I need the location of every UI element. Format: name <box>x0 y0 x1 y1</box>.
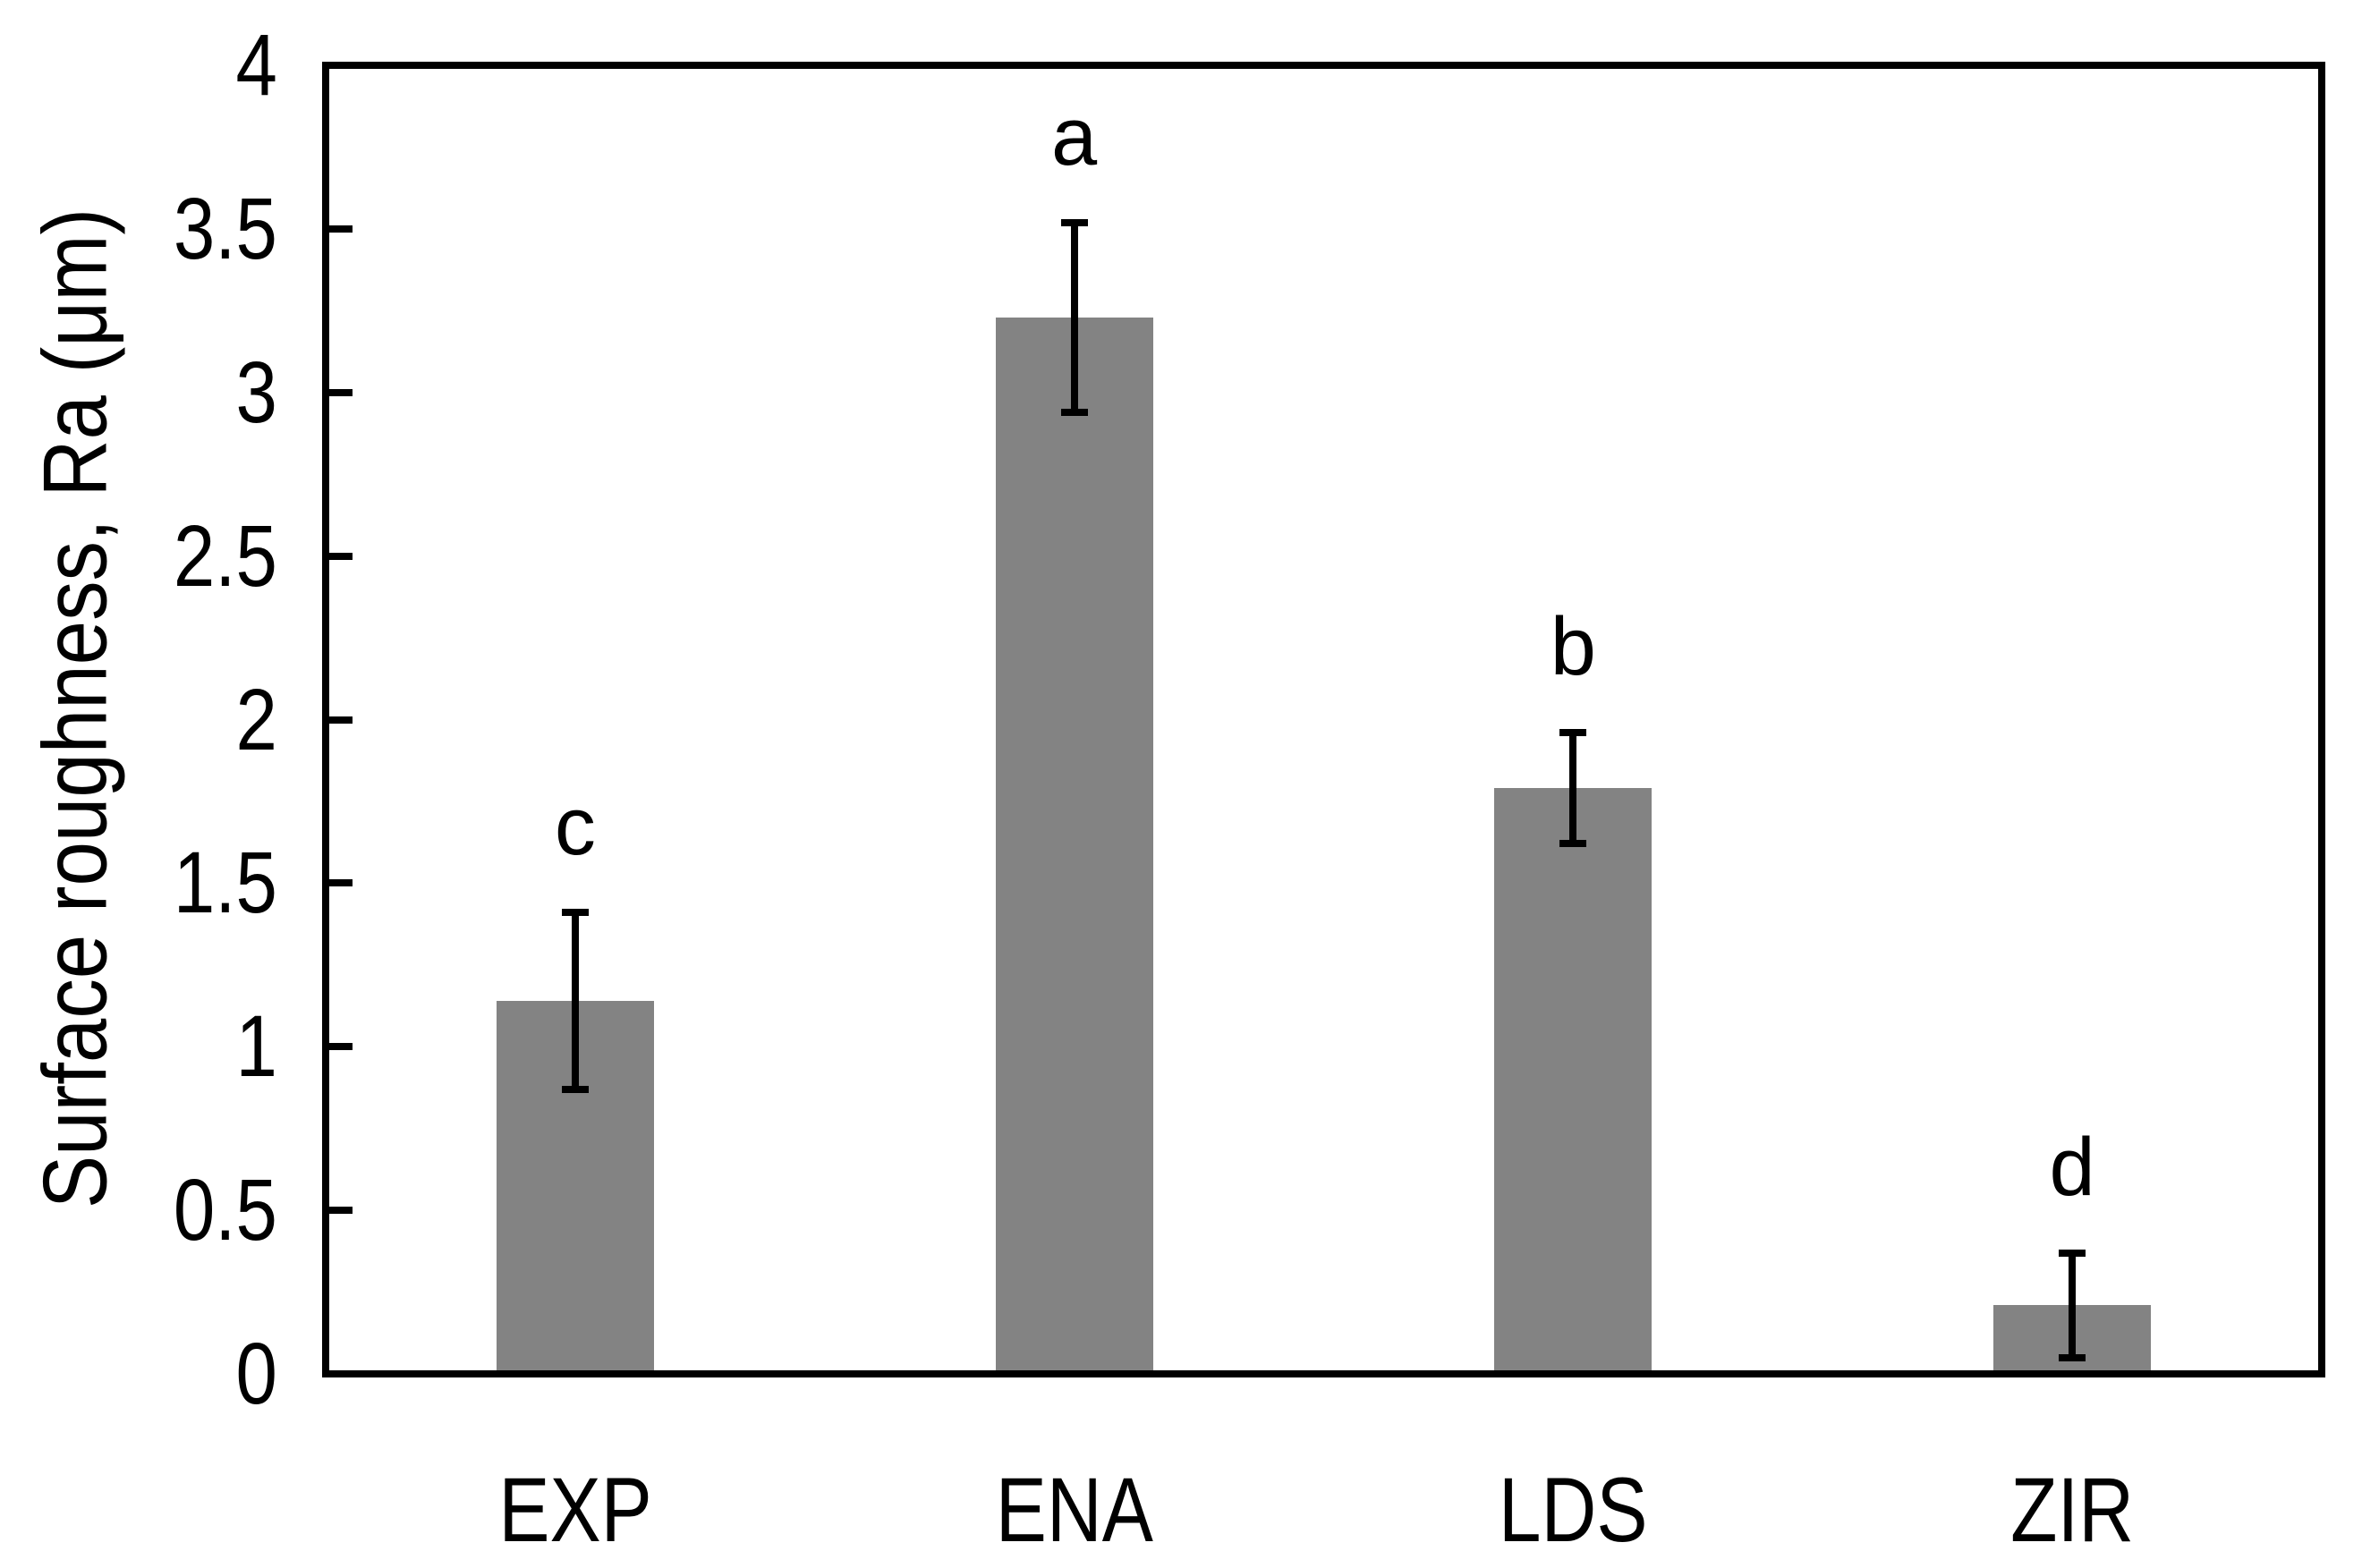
x-tick-label: LDS <box>1385 1456 1761 1564</box>
y-tick-label-text: 0 <box>235 1325 277 1422</box>
x-tick-label-text: ENA <box>995 1459 1153 1561</box>
y-tick-label-text: 3 <box>235 343 277 441</box>
y-tick-label-text: 2 <box>235 670 277 768</box>
y-tick-label-text: 1 <box>235 997 277 1096</box>
y-tick-label-text: 4 <box>235 16 277 114</box>
x-tick-label: ZIR <box>1884 1456 2260 1564</box>
x-tick-label: EXP <box>387 1456 763 1564</box>
y-tick-label: 4 <box>36 10 277 121</box>
x-tick-label-text: ZIR <box>2010 1459 2135 1561</box>
y-tick-label-text: 3.5 <box>174 179 277 277</box>
y-tick-label: 0 <box>36 1318 277 1429</box>
y-tick-label-text: 2.5 <box>174 506 277 605</box>
x-tick-label-text: LDS <box>1499 1459 1648 1561</box>
x-tick-label: ENA <box>887 1456 1262 1564</box>
y-axis-title: Surface roughness, Ra (μm) <box>25 208 126 1209</box>
plot-border <box>322 62 2325 1377</box>
y-tick-label-text: 0.5 <box>174 1161 277 1259</box>
y-tick-label-text: 1.5 <box>174 834 277 932</box>
x-tick-label-text: EXP <box>498 1459 652 1561</box>
